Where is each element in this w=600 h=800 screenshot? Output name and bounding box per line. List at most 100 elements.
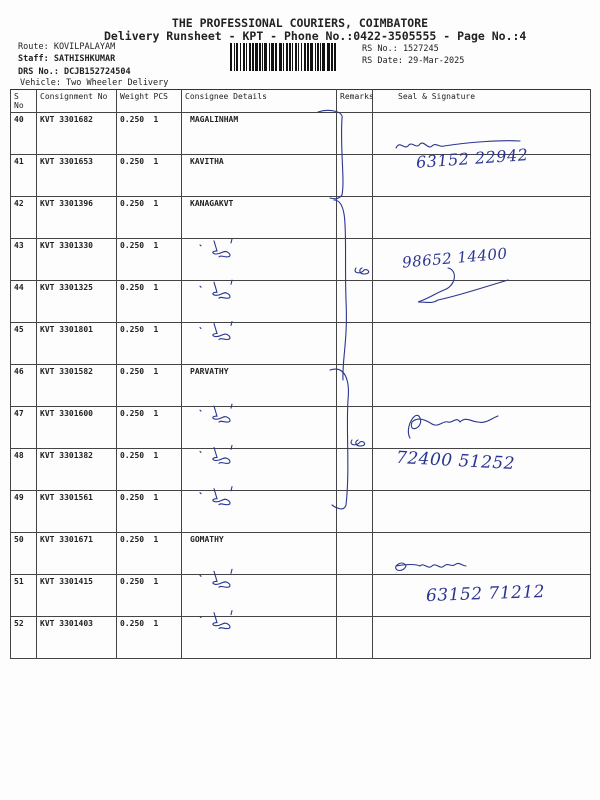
consignee-cell: KANAGAKVT <box>181 196 337 239</box>
barcode-bar <box>264 43 267 71</box>
weight-cell: 0.250 <box>116 238 151 281</box>
remarks-cell <box>336 238 373 281</box>
barcode-bar <box>283 43 284 71</box>
pcs-cell: 1 <box>150 112 182 155</box>
runsheet-table: S No Consignment No Weight PCS Consignee… <box>10 89 591 659</box>
consignment-no-cell: KVT 3301382 <box>36 448 117 491</box>
barcode-bar <box>315 43 316 71</box>
pcs-cell: 1 <box>150 574 182 617</box>
barcode-bar <box>292 43 293 71</box>
consignment-no-cell: KVT 3301396 <box>36 196 117 239</box>
vehicle-label: Vehicle: Two Wheeler Delivery <box>20 78 169 88</box>
consignee-cell <box>181 616 337 659</box>
consignment-no-cell: KVT 3301561 <box>36 490 117 533</box>
col-consignment-no: Consignment No <box>36 89 117 113</box>
col-weight: Weight <box>116 89 151 113</box>
table-row: 41 KVT 3301653 0.250 1 KAVITHA <box>10 154 591 197</box>
signature-cell <box>372 532 591 575</box>
table-row: 47 KVT 3301600 0.250 1 <box>10 406 591 449</box>
pcs-cell: 1 <box>150 364 182 407</box>
weight-cell: 0.250 <box>116 280 151 323</box>
consignment-no-cell: KVT 3301801 <box>36 322 117 365</box>
handwritten-phone-4: 63152 71212 <box>425 581 546 607</box>
sno-cell: 50 <box>10 532 37 575</box>
sno-cell: 42 <box>10 196 37 239</box>
barcode-bar <box>236 43 238 71</box>
pcs-cell: 1 <box>150 280 182 323</box>
barcode-bar <box>271 43 274 71</box>
remarks-cell <box>336 406 373 449</box>
col-sno: S No <box>10 89 37 113</box>
weight-cell: 0.250 <box>116 448 151 491</box>
barcode-bar <box>320 43 321 71</box>
sno-cell: 48 <box>10 448 37 491</box>
route-label: Route: KOVILPALAYAM <box>18 42 116 52</box>
barcode-bar <box>275 43 277 71</box>
weight-cell: 0.250 <box>116 406 151 449</box>
weight-cell: 0.250 <box>116 322 151 365</box>
barcode-bar <box>317 43 319 71</box>
barcode-bar <box>286 43 288 71</box>
barcode-bar <box>307 43 309 71</box>
consignment-no-cell: KVT 3301682 <box>36 112 117 155</box>
signature-cell <box>372 196 591 239</box>
consignee-cell: MAGALINHAM <box>181 112 337 155</box>
sno-cell: 45 <box>10 322 37 365</box>
signature-cell <box>372 574 591 617</box>
consignee-cell <box>181 490 337 533</box>
document-title: THE PROFESSIONAL COURIERS, COIMBATORE <box>171 16 429 30</box>
barcode-bar <box>322 43 325 71</box>
sno-cell: 52 <box>10 616 37 659</box>
sno-cell: 43 <box>10 238 37 281</box>
barcode-bar <box>230 43 232 71</box>
remarks-cell <box>336 280 373 323</box>
pcs-cell: 1 <box>150 532 182 575</box>
barcode-bar <box>252 43 254 71</box>
barcode-bar <box>301 43 302 71</box>
consignee-cell: PARVATHY <box>181 364 337 407</box>
barcode-bar <box>243 43 245 71</box>
remarks-cell <box>336 364 373 407</box>
weight-cell: 0.250 <box>116 112 151 155</box>
consignee-cell <box>181 574 337 617</box>
barcode-bar <box>262 43 263 71</box>
pcs-cell: 1 <box>150 196 182 239</box>
barcode-bar <box>269 43 270 71</box>
barcode <box>230 43 336 71</box>
sno-cell: 51 <box>10 574 37 617</box>
remarks-cell <box>336 322 373 365</box>
sno-cell: 41 <box>10 154 37 197</box>
table-row: 44 KVT 3301325 0.250 1 <box>10 280 591 323</box>
barcode-bar <box>327 43 330 71</box>
weight-cell: 0.250 <box>116 196 151 239</box>
col-consignee: Consignee Details <box>181 89 337 113</box>
barcode-bar <box>334 43 336 71</box>
barcode-bar <box>255 43 258 71</box>
remarks-cell <box>336 196 373 239</box>
remarks-cell <box>336 574 373 617</box>
table-row: 46 KVT 3301582 0.250 1 PARVATHY <box>10 364 591 407</box>
signature-cell <box>372 364 591 407</box>
pcs-cell: 1 <box>150 448 182 491</box>
staff-label: Staff: SATHISHKUMAR <box>18 54 116 64</box>
consignee-cell <box>181 322 337 365</box>
sno-cell: 49 <box>10 490 37 533</box>
sno-cell: 40 <box>10 112 37 155</box>
signature-cell <box>372 280 591 323</box>
drs-number: DRS No.: DCJB152724504 <box>18 67 131 77</box>
barcode-bar <box>289 43 291 71</box>
consignment-no-cell: KVT 3301653 <box>36 154 117 197</box>
consignee-cell <box>181 406 337 449</box>
weight-cell: 0.250 <box>116 616 151 659</box>
table-row: 45 KVT 3301801 0.250 1 <box>10 322 591 365</box>
pcs-cell: 1 <box>150 238 182 281</box>
weight-cell: 0.250 <box>116 490 151 533</box>
pcs-cell: 1 <box>150 154 182 197</box>
pcs-cell: 1 <box>150 322 182 365</box>
consignee-cell <box>181 448 337 491</box>
remarks-cell <box>336 154 373 197</box>
table-row: 49 KVT 3301561 0.250 1 <box>10 490 591 533</box>
weight-cell: 0.250 <box>116 574 151 617</box>
consignee-cell: GOMATHY <box>181 532 337 575</box>
